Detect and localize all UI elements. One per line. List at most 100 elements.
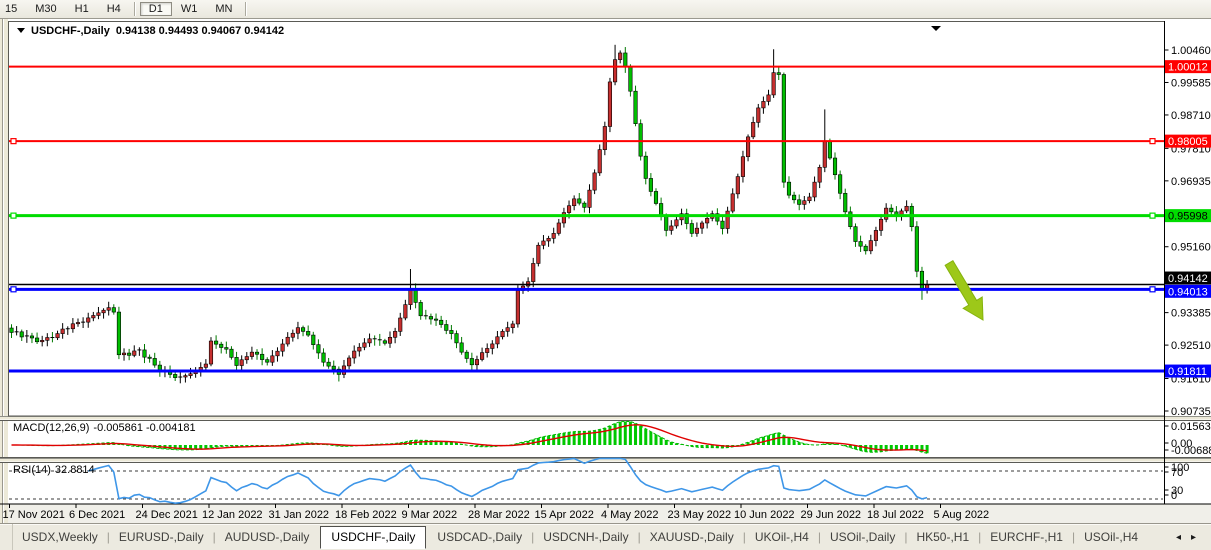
- timeframe-button-h4[interactable]: H4: [98, 2, 130, 16]
- candle-body: [818, 167, 822, 182]
- price-tick-label: 0.99585: [1171, 77, 1211, 89]
- tab-scroll-arrows: ◂▸: [1171, 532, 1211, 543]
- candle-body: [332, 366, 336, 369]
- candle-body: [874, 230, 878, 240]
- tab-scroll-right-icon[interactable]: ▸: [1186, 532, 1201, 543]
- candle-body: [670, 226, 674, 230]
- timeframe-button-mn[interactable]: MN: [206, 2, 241, 16]
- candle-body: [276, 351, 280, 356]
- timeframe-button-w1[interactable]: W1: [172, 2, 207, 16]
- candle-body: [746, 137, 750, 157]
- candle-body: [20, 332, 24, 337]
- price-tick-label: 0.98710: [1171, 110, 1211, 122]
- hline-handle-left[interactable]: [11, 287, 16, 292]
- candle-body: [649, 178, 653, 191]
- candle-body: [751, 122, 755, 136]
- candle-body: [890, 208, 894, 212]
- candle-body: [583, 203, 587, 207]
- chart-tab-ukoil-h4[interactable]: UKOil-,H4: [746, 526, 818, 549]
- candle-body: [731, 194, 735, 211]
- hline-handle-left[interactable]: [11, 213, 16, 218]
- hline-handle-right[interactable]: [1150, 213, 1155, 218]
- chart-tab-eurchf-h1[interactable]: EURCHF-,H1: [981, 526, 1072, 549]
- timeframe-button-d1[interactable]: D1: [140, 2, 172, 16]
- candle-body: [629, 67, 633, 91]
- chart-tab-usoil-h4[interactable]: USOil-,H4: [1075, 526, 1147, 549]
- chart-tab-usdcnh-daily[interactable]: USDCNH-,Daily: [534, 526, 637, 549]
- candle-body: [148, 357, 152, 358]
- timeframe-button-h1[interactable]: H1: [66, 2, 98, 16]
- tabbar-left-edge: [0, 524, 13, 550]
- chart-tab-usoil-daily[interactable]: USOil-,Daily: [821, 526, 904, 549]
- candle-body: [721, 221, 725, 228]
- date-tick-label: 15 Apr 2022: [535, 509, 594, 521]
- candle-body: [803, 201, 807, 205]
- candle-body: [352, 351, 356, 358]
- candle-body: [173, 374, 177, 377]
- candle-body: [557, 223, 561, 233]
- candle-body: [777, 73, 781, 75]
- hline-handle-right[interactable]: [1150, 139, 1155, 144]
- date-tick-label: 6 Dec 2021: [69, 509, 125, 521]
- timeframe-button-15[interactable]: 15: [0, 2, 26, 16]
- hline-handle-right[interactable]: [1150, 287, 1155, 292]
- candle-body: [133, 351, 137, 355]
- candle-body: [578, 199, 582, 203]
- candle-body: [347, 358, 351, 366]
- candle-body: [613, 60, 617, 82]
- chart-tab-hk50-h1[interactable]: HK50-,H1: [907, 526, 978, 549]
- candle-body: [762, 101, 766, 107]
- candle-body: [271, 356, 275, 362]
- price-tick-label: 0.95160: [1171, 242, 1211, 254]
- tab-scroll-left-icon[interactable]: ◂: [1171, 532, 1186, 543]
- candle-body: [429, 316, 433, 319]
- candle-body: [516, 291, 520, 324]
- candle-body: [240, 360, 244, 366]
- timeframe-button-m30[interactable]: M30: [26, 2, 65, 16]
- chart-tab-xauusd-daily[interactable]: XAUUSD-,Daily: [641, 526, 743, 549]
- price-label-text: 1.00012: [1168, 62, 1208, 74]
- candle-body: [823, 141, 827, 167]
- date-tick-label: 31 Jan 2022: [269, 509, 330, 521]
- candle-body: [189, 374, 193, 376]
- candle-body: [398, 318, 402, 331]
- candle-body: [475, 359, 479, 364]
- chart-tab-usdchf-daily[interactable]: USDCHF-,Daily: [320, 526, 426, 549]
- candle-body: [598, 150, 602, 173]
- chart-tab-usdx-weekly[interactable]: USDX,Weekly: [13, 526, 107, 549]
- candle-body: [317, 345, 321, 353]
- chart-tab-audusd-daily[interactable]: AUDUSD-,Daily: [216, 526, 319, 549]
- candle-body: [306, 331, 310, 335]
- toolbar-separator: [245, 2, 247, 16]
- price-tick-label: 0.90735: [1171, 406, 1211, 418]
- candle-body: [905, 206, 909, 211]
- macd-axis-label: 0.015636: [1171, 421, 1211, 433]
- chart-tab-usdcad-daily[interactable]: USDCAD-,Daily: [428, 526, 531, 549]
- candle-body: [214, 341, 218, 344]
- candle-body: [465, 352, 469, 358]
- chart-canvas[interactable]: 1.004600.995850.987100.978100.969350.951…: [0, 19, 1211, 523]
- candle-body: [491, 344, 495, 349]
- candle-body: [266, 360, 270, 363]
- candle-body: [552, 233, 556, 238]
- chart-tab-eurusd-daily[interactable]: EURUSD-,Daily: [110, 526, 213, 549]
- candle-body: [419, 302, 423, 315]
- candle-body: [792, 195, 796, 200]
- date-tick-label: 24 Dec 2021: [136, 509, 198, 521]
- candle-body: [10, 328, 14, 332]
- candle-body: [511, 324, 515, 328]
- hline-handle-left[interactable]: [11, 139, 16, 144]
- candle-body: [700, 223, 704, 228]
- candle-body: [608, 82, 612, 127]
- candle-body: [864, 246, 868, 251]
- date-tick-label: 10 Jun 2022: [734, 509, 795, 521]
- candle-body: [368, 339, 372, 343]
- toolbar-separator: [134, 2, 136, 16]
- candle-body: [639, 124, 643, 156]
- candle-body: [127, 353, 130, 355]
- candle-body: [30, 336, 34, 338]
